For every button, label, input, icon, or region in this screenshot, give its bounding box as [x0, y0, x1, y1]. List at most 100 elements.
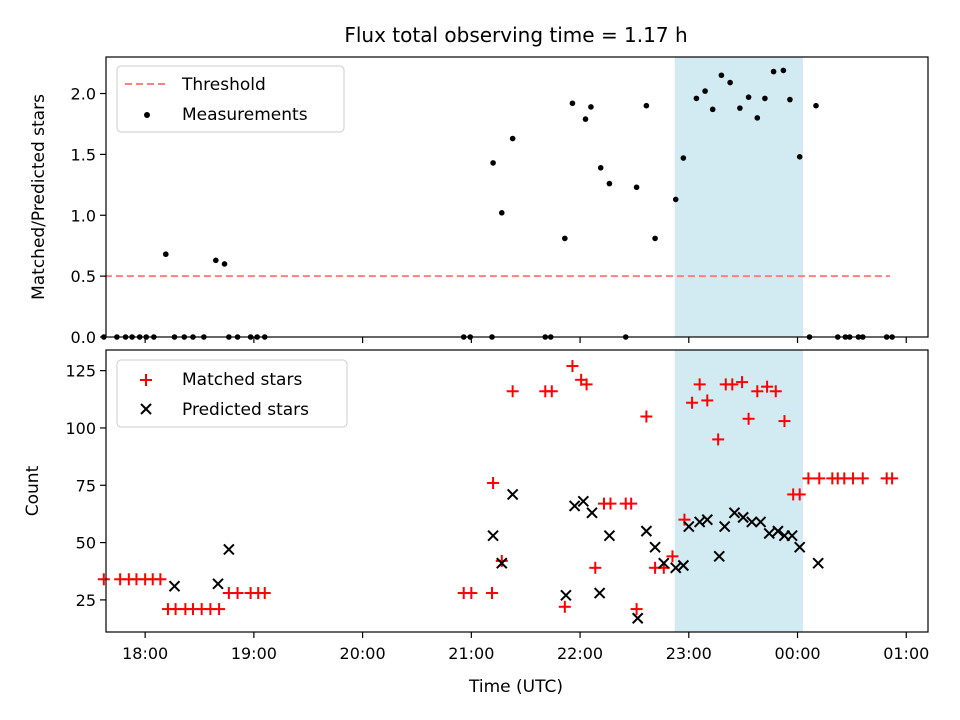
predicted-star-point	[737, 511, 749, 524]
predicted-star-point	[701, 513, 713, 526]
matched-star-point	[693, 378, 706, 391]
measurement-point	[633, 184, 640, 191]
measurement-point	[770, 68, 777, 75]
top-panel: Flux total observing time = 1.17 h 0.00.…	[29, 23, 929, 347]
top-y-ticks: 0.0 0.5 1.0 1.5 2.0	[71, 85, 106, 347]
x-tick-label: 22:00	[557, 644, 603, 663]
measurement-point	[672, 196, 679, 203]
predicted-star-point	[772, 525, 784, 537]
predicted-star-point	[593, 587, 606, 599]
measurement-point	[813, 102, 819, 109]
measurement-point	[762, 95, 768, 102]
matched-star-point	[793, 488, 806, 501]
x-tick-label: 18:00	[122, 644, 168, 663]
x-tick-label: 20:00	[340, 644, 386, 663]
x-tick-label: 23:00	[666, 644, 712, 663]
predicted-star-point	[677, 559, 690, 572]
predicted-star-point	[603, 530, 616, 542]
matched-star-point	[712, 433, 725, 446]
predicted-star-point	[223, 543, 235, 556]
predicted-star-point	[746, 516, 758, 528]
measurement-point	[680, 155, 687, 161]
y-tick-label: 1.5	[71, 145, 96, 164]
y-axis-label: Count	[23, 465, 43, 516]
bottom-x-ticks: 18:00 19:00 20:00 21:00 22:00 23:00 00:00 01:00	[122, 632, 929, 663]
y-tick-label: 0.0	[71, 328, 96, 347]
predicted-star-point	[487, 530, 499, 542]
legend-measurements-label: Measurements	[182, 105, 308, 125]
matched-star-point	[580, 378, 593, 391]
predicted-star-point	[631, 612, 644, 624]
predicted-star-point	[683, 520, 695, 533]
x-tick-label: 19:00	[231, 644, 277, 663]
matched-star-point	[97, 573, 110, 586]
matched-star-point	[154, 573, 167, 586]
y-tick-label: 100	[65, 419, 96, 438]
matched-star-point	[686, 396, 699, 409]
matched-star-point	[701, 394, 714, 407]
matched-star-point	[589, 561, 602, 574]
predicted-star-point	[812, 557, 824, 569]
measurement-point	[562, 235, 568, 242]
bottom-legend-box	[116, 359, 348, 428]
measurement-point	[693, 95, 700, 102]
predicted-star-point	[586, 507, 598, 519]
x-tick-label: 21:00	[448, 644, 494, 663]
top-legend: Threshold Measurements	[116, 65, 345, 133]
matched-star-point	[495, 554, 508, 567]
y-tick-label: 125	[65, 362, 96, 381]
matched-star-point	[856, 472, 869, 485]
y-tick-label: 1.0	[71, 206, 96, 225]
measurement-point	[727, 79, 733, 86]
top-axes-frame	[105, 56, 929, 338]
measurement-point	[498, 210, 505, 216]
predicted-star-point	[713, 550, 725, 563]
matched-star-point	[769, 385, 782, 398]
top-x-ticks	[144, 337, 907, 343]
legend-threshold-label: Threshold	[181, 75, 266, 95]
measurement-point	[702, 88, 708, 94]
measurement-point	[582, 116, 589, 122]
measurement-point	[606, 180, 613, 187]
predicted-star-point	[506, 488, 519, 501]
predicted-star-point	[658, 557, 670, 569]
measurement-point	[709, 106, 716, 113]
measurement-point	[490, 160, 496, 166]
matched-star-point	[886, 472, 899, 485]
measurement-point	[643, 102, 650, 109]
matched-star-point	[802, 472, 815, 485]
matched-star-point	[678, 513, 691, 526]
matched-star-point	[640, 410, 653, 423]
legend-matched-marker	[140, 374, 152, 386]
predicted-star-point	[763, 527, 775, 540]
measurement-point	[796, 154, 803, 160]
x-tick-label: 00:00	[774, 644, 820, 663]
matched-star-point	[742, 412, 755, 425]
bottom-y-ticks: 25 50 75 100 125	[65, 362, 106, 610]
top-legend-box	[116, 65, 345, 133]
chart-title: Flux total observing time = 1.17 h	[344, 23, 687, 47]
matched-star-point	[558, 600, 571, 613]
measurement-point	[163, 251, 169, 258]
matched-star-point	[761, 380, 774, 393]
measurement-point	[221, 261, 228, 267]
matched-star-point	[666, 550, 679, 563]
predicted-star-point	[754, 516, 767, 528]
matched-star-point	[726, 378, 739, 391]
matched-star-point	[487, 476, 500, 489]
predicted-star-point	[168, 580, 181, 592]
predicted-star-point	[212, 578, 224, 590]
predicted-star-point	[568, 500, 581, 512]
matched-star-point	[751, 385, 764, 398]
predicted-star-point	[577, 495, 590, 508]
matched-star-point	[625, 497, 638, 510]
measurement-point	[787, 96, 793, 103]
bottom-legend: Matched stars Predicted stars	[116, 359, 348, 428]
predicted-star-point	[649, 541, 661, 553]
y-axis-label: Matched/Predicted stars	[29, 94, 49, 300]
measurement-point	[652, 235, 658, 242]
bottom-marks	[97, 360, 899, 624]
matched-star-point	[736, 376, 749, 389]
measurement-point	[569, 100, 576, 107]
bottom-panel: 25 50 75 100 125 18:00 19:00 20:00 21:00 22:00 23…	[23, 349, 929, 697]
